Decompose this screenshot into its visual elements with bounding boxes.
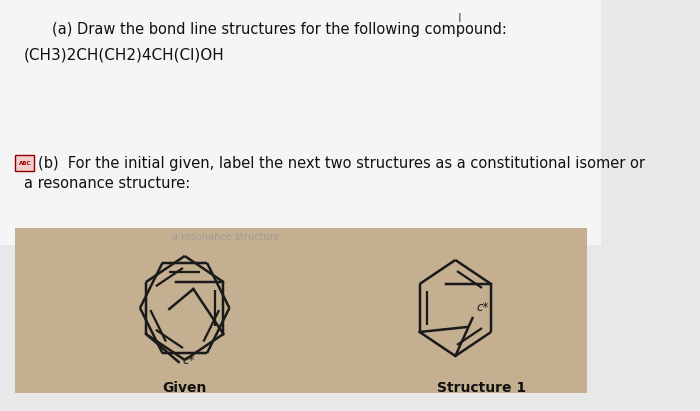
- Text: ABC: ABC: [19, 161, 32, 166]
- Text: c*: c*: [476, 301, 489, 314]
- Text: I: I: [458, 12, 461, 25]
- Text: a resonance structure:: a resonance structure:: [24, 175, 190, 191]
- Text: (CH3)2CH(CH2)4CH(Cl)OH: (CH3)2CH(CH2)4CH(Cl)OH: [24, 48, 225, 63]
- Text: Structure 1: Structure 1: [437, 381, 526, 395]
- Bar: [15, 228, 587, 393]
- Bar: [0, 0, 601, 245]
- Bar: [15, 155, 34, 171]
- Text: (b)  For the initial given, label the next two structures as a constitutional is: (b) For the initial given, label the nex…: [38, 155, 645, 171]
- Text: c*: c*: [182, 353, 195, 367]
- Text: a resonance structure.: a resonance structure.: [172, 232, 282, 242]
- Text: Given: Given: [162, 381, 207, 395]
- Text: (a) Draw the bond line structures for the following compound:: (a) Draw the bond line structures for th…: [52, 22, 506, 37]
